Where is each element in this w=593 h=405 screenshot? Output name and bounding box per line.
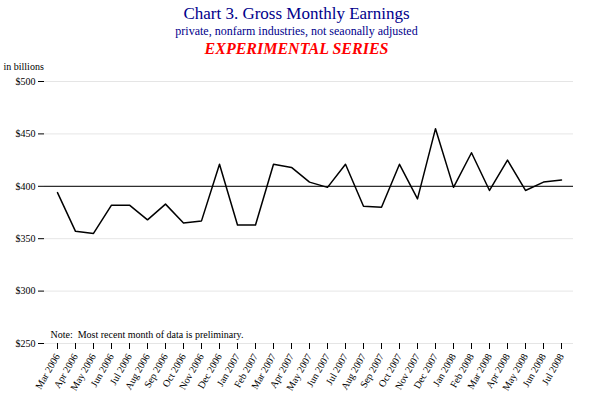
svg-text:Jul 2008: Jul 2008 <box>539 352 566 387</box>
html-text:private, nonfarm industries, n: private, nonfarm industries, not seaonal… <box>175 24 418 38</box>
svg-text:Note: Most recent month of da: Note: Most recent month of data is preli… <box>51 329 244 340</box>
svg-text:Mar 2008: Mar 2008 <box>464 351 494 391</box>
svg-text:$300: $300 <box>16 285 36 296</box>
svg-text:$250: $250 <box>16 338 36 349</box>
html-text:EXPERIMENTAL SERIES: EXPERIMENTAL SERIES <box>204 40 389 57</box>
svg-text:Aug 2007: Aug 2007 <box>338 351 368 392</box>
svg-text:Mar 2006: Mar 2006 <box>32 351 62 391</box>
svg-text:$450: $450 <box>16 128 36 139</box>
svg-text:May 2006: May 2006 <box>68 351 98 393</box>
svg-text:Nov 2007: Nov 2007 <box>392 351 422 392</box>
svg-text:Sep 2006: Sep 2006 <box>141 351 170 390</box>
svg-text:Jul 2007: Jul 2007 <box>323 351 350 387</box>
svg-text:in billions: in billions <box>4 61 44 72</box>
svg-text:Feb 2007: Feb 2007 <box>231 351 260 390</box>
svg-text:Apr 2008: Apr 2008 <box>483 351 512 391</box>
svg-text:Dec 2006: Dec 2006 <box>195 351 224 391</box>
svg-text:Apr 2006: Apr 2006 <box>51 351 80 391</box>
svg-text:Aug 2006: Aug 2006 <box>122 351 152 392</box>
svg-text:$500: $500 <box>16 76 36 87</box>
svg-text:Jan 2008: Jan 2008 <box>430 351 458 389</box>
svg-text:Dec 2007: Dec 2007 <box>411 351 440 391</box>
svg-text:Sep 2007: Sep 2007 <box>357 351 386 390</box>
html-text:Chart 3. Gross Monthly Earning: Chart 3. Gross Monthly Earnings <box>183 4 410 23</box>
svg-text:Feb 2008: Feb 2008 <box>447 351 476 390</box>
svg-text:Jan 2007: Jan 2007 <box>214 351 242 389</box>
svg-text:Jun 2007: Jun 2007 <box>304 351 332 389</box>
svg-text:Mar 2007: Mar 2007 <box>248 351 278 391</box>
svg-text:Jun 2006: Jun 2006 <box>88 351 116 389</box>
svg-text:Oct 2007: Oct 2007 <box>376 351 404 390</box>
svg-text:May 2008: May 2008 <box>500 351 530 393</box>
svg-text:Apr 2007: Apr 2007 <box>267 351 296 391</box>
svg-text:Jun 2008: Jun 2008 <box>520 351 548 389</box>
svg-text:Jul 2006: Jul 2006 <box>107 351 134 387</box>
svg-text:Nov 2006: Nov 2006 <box>176 351 206 392</box>
svg-text:Oct 2006: Oct 2006 <box>160 351 188 390</box>
svg-text:$350: $350 <box>16 233 36 244</box>
svg-text:May 2007: May 2007 <box>284 351 314 393</box>
svg-text:$400: $400 <box>16 181 36 192</box>
